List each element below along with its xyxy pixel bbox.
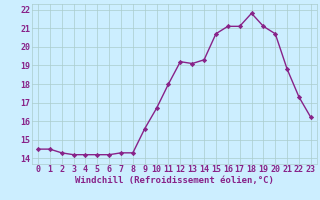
X-axis label: Windchill (Refroidissement éolien,°C): Windchill (Refroidissement éolien,°C) <box>75 176 274 185</box>
